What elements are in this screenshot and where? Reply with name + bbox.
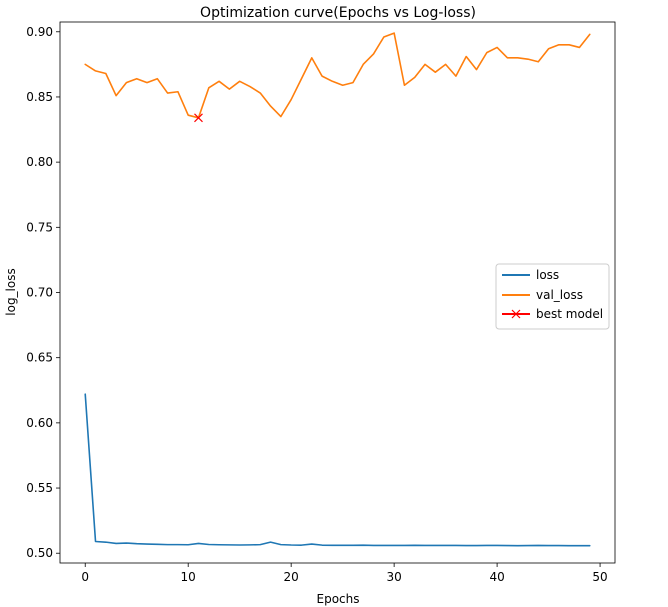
x-tick-label: 30 [386, 570, 401, 584]
x-tick-label: 50 [592, 570, 607, 584]
y-tick-label: 0.90 [26, 25, 53, 39]
x-tick-label: 0 [81, 570, 89, 584]
x-axis-label: Epochs [317, 592, 360, 606]
y-tick-label: 0.60 [26, 416, 53, 430]
legend-best-model-label: best model [536, 307, 603, 321]
plot-area [84, 32, 591, 547]
y-tick-label: 0.65 [26, 351, 53, 365]
legend-loss-label: loss [536, 268, 559, 282]
y-tick-label: 0.70 [26, 286, 53, 300]
y-tick-label: 0.55 [26, 481, 53, 495]
legend-box [495, 263, 610, 330]
series-loss-line [84, 393, 591, 547]
x-tick-label: 40 [489, 570, 504, 584]
legend-val-loss-label: val_loss [536, 288, 583, 302]
series-val-loss-line [84, 32, 591, 119]
y-tick-label: 0.50 [26, 546, 53, 560]
legend-best-model-marker [511, 309, 521, 319]
x-tick-label: 10 [181, 570, 196, 584]
x-axis: 0 10 20 30 40 50 [81, 563, 608, 584]
legend: loss val_loss best model [495, 263, 610, 330]
y-tick-label: 0.85 [26, 90, 53, 104]
x-tick-label: 20 [284, 570, 299, 584]
chart-title: Optimization curve(Epochs vs Log-loss) [200, 5, 476, 21]
y-axis-label: log_loss [4, 268, 18, 315]
y-tick-label: 0.80 [26, 155, 53, 169]
y-tick-label: 0.75 [26, 220, 53, 234]
y-axis: 0.50 0.55 0.60 0.65 0.70 0.75 0.80 0.85 0.90 [26, 25, 60, 560]
best-model-marker [194, 113, 203, 123]
